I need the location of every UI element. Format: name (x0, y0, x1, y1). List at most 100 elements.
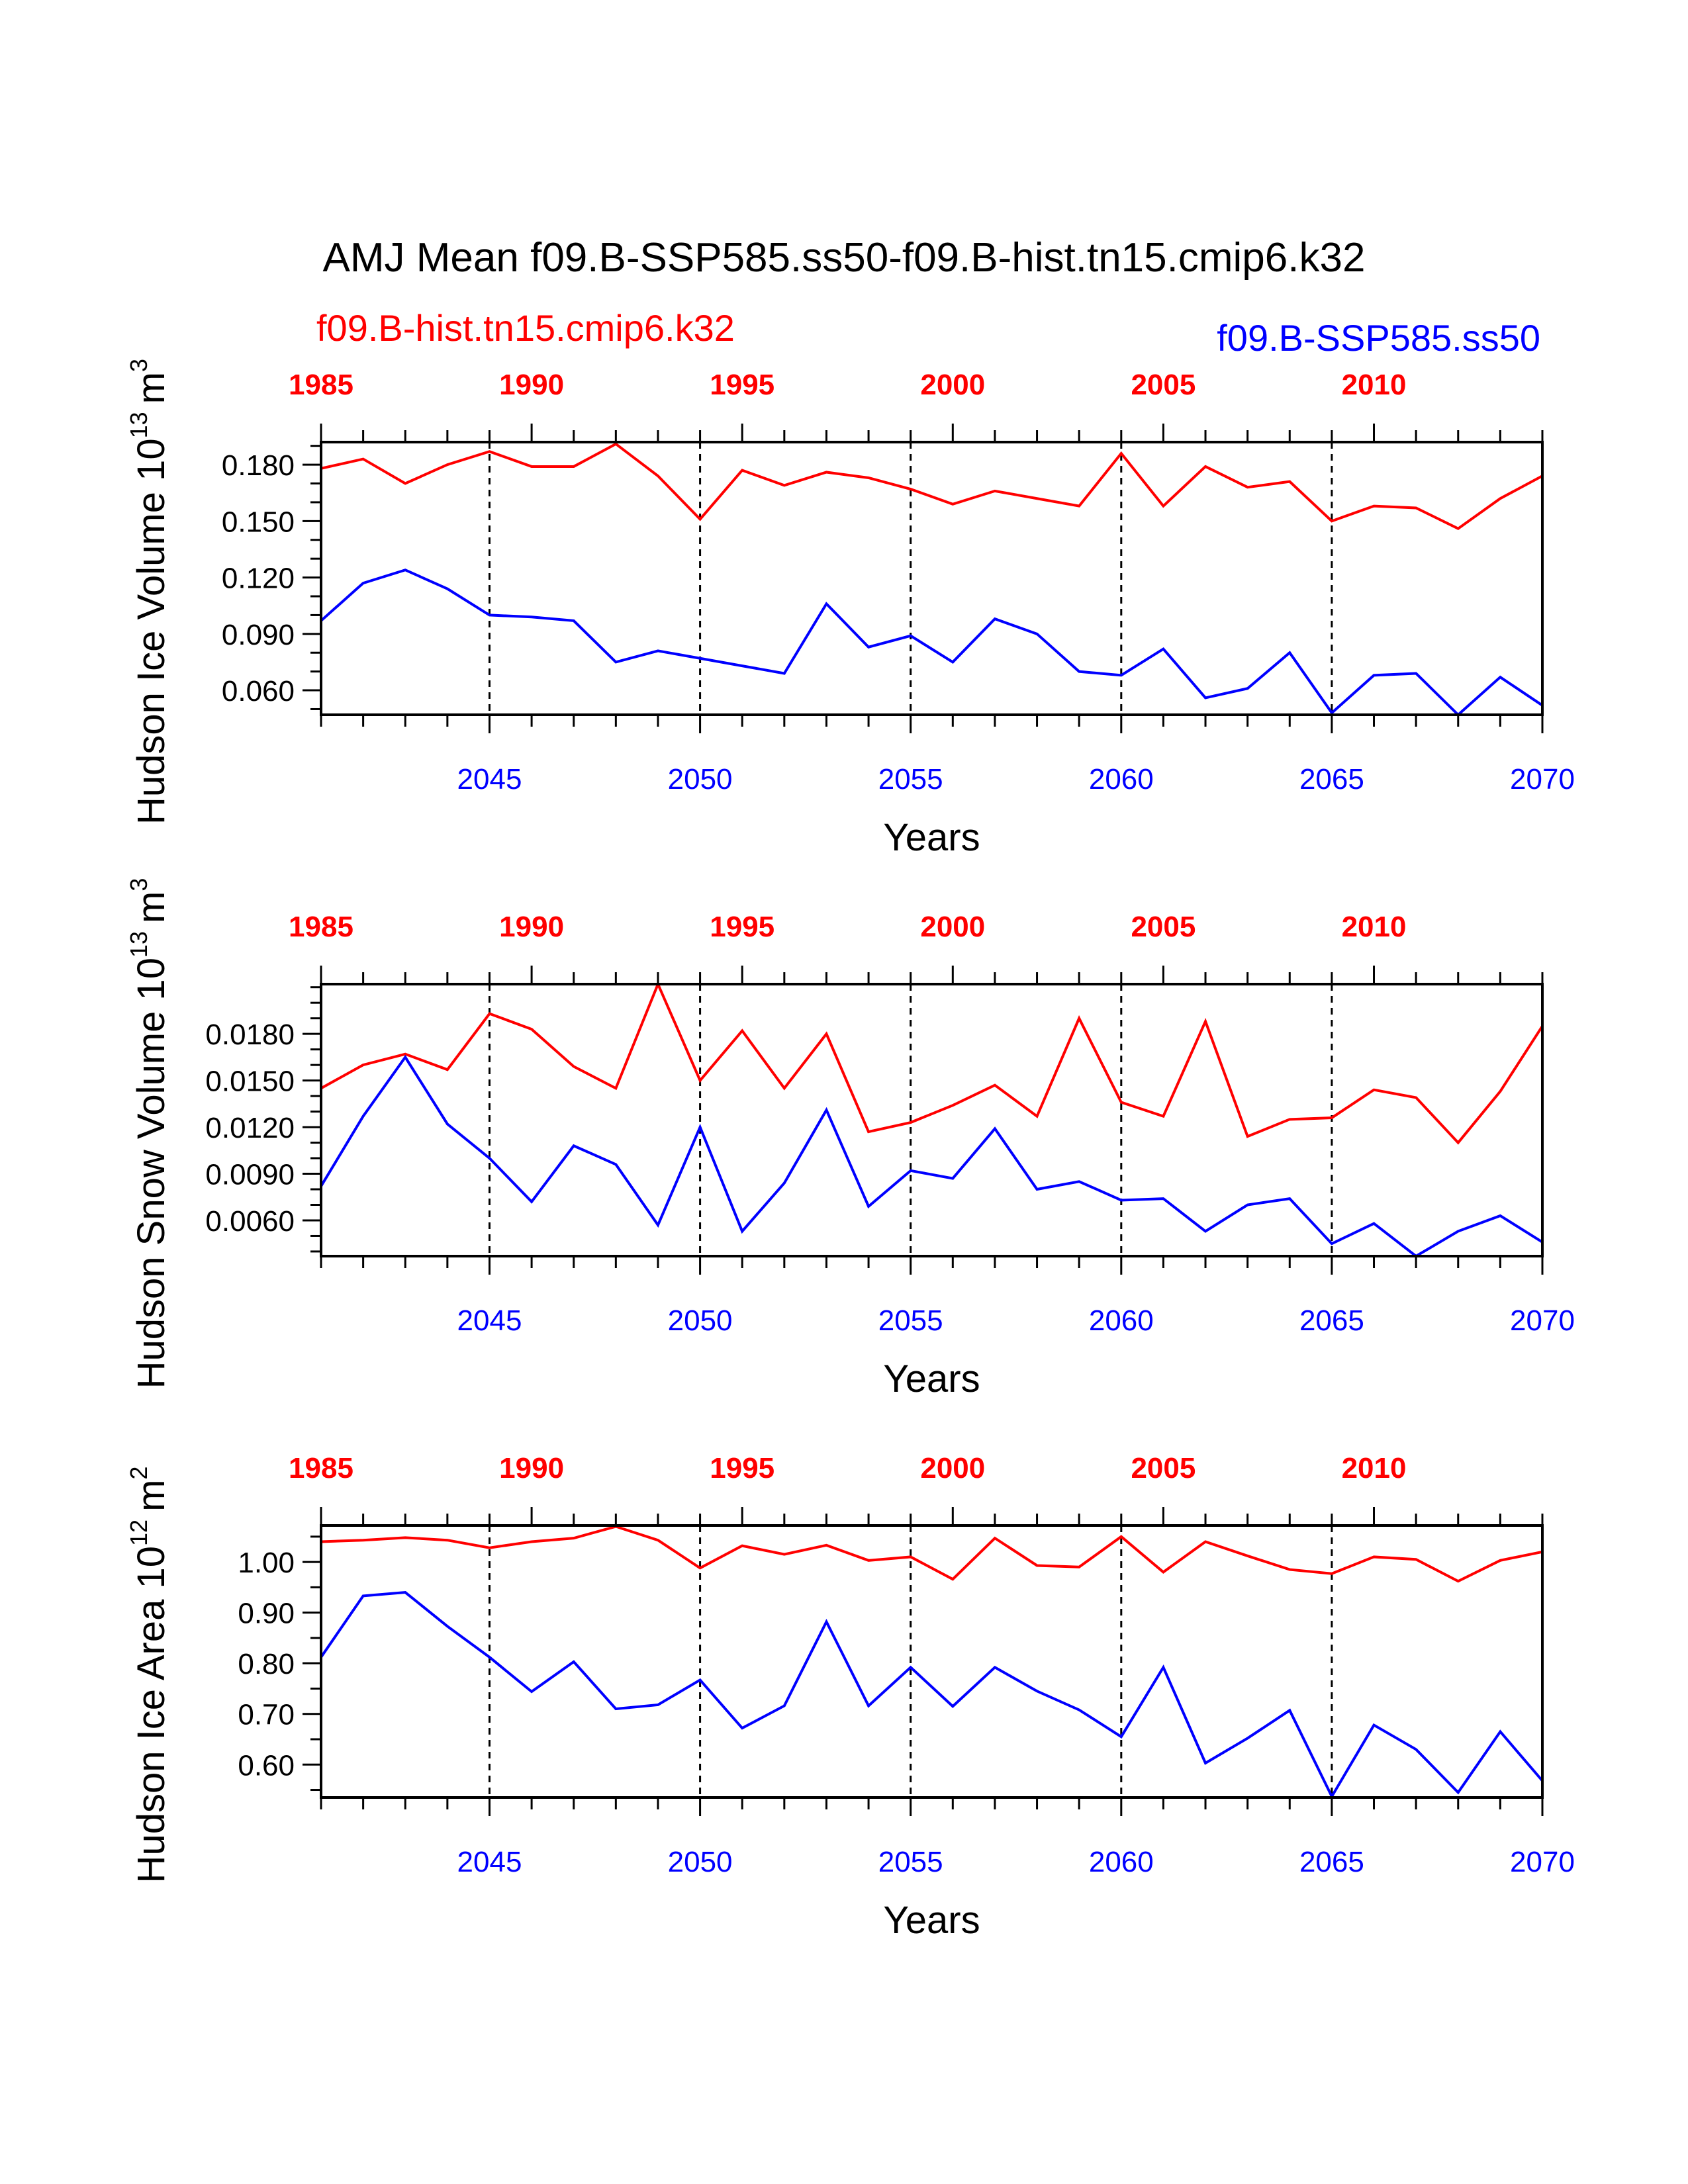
data-point (1415, 1097, 1417, 1098)
legend-hist-label: f09.B-hist.tn15.cmip6.k32 (316, 307, 735, 349)
x-tick-label-top: 1990 (499, 1452, 564, 1484)
y-tick-label: 0.0120 (205, 1112, 295, 1144)
data-point (1499, 1731, 1501, 1733)
data-point (489, 1013, 490, 1015)
x-tick-label-bottom: 2050 (668, 1304, 733, 1337)
data-point (1289, 481, 1290, 482)
data-point (573, 620, 575, 621)
y-tick-label: 0.90 (238, 1598, 295, 1630)
y-axis-title: Hudson Snow Volume 1013 m3 (125, 878, 173, 1389)
data-point (1078, 671, 1080, 672)
y-axis-title-unit: m (130, 1480, 173, 1512)
x-tick-label-top: 1985 (289, 911, 353, 943)
chart-title: AMJ Mean f09.B-SSP585.ss50-f09.B-hist.tn… (323, 235, 1366, 281)
legend-ssp-label: f09.B-SSP585.ss50 (1217, 317, 1540, 359)
series-hist (320, 1525, 1543, 1583)
data-point (1247, 1555, 1248, 1557)
x-tick-label-top: 1985 (289, 1452, 353, 1484)
x-axis-title: Years (883, 1899, 980, 1942)
x-tick-label-top: 1995 (710, 369, 774, 401)
data-point (1247, 688, 1248, 689)
series-line-ssp (320, 1054, 1544, 1258)
data-point (741, 1030, 743, 1031)
y-axis-title-exp: 12 (125, 1520, 152, 1546)
data-point (741, 1727, 743, 1729)
series-line-hist (320, 1525, 1543, 1583)
x-tick-label-bottom: 2065 (1299, 1304, 1364, 1337)
data-point (573, 1661, 575, 1662)
data-point (573, 1066, 575, 1067)
data-point (910, 1122, 912, 1123)
x-tick-label-top: 2000 (920, 911, 985, 943)
y-axis-title-exp: 13 (125, 412, 152, 438)
chart-panels: 2045 2050 2055 2060 2065 2070 1985 1990 1995 2000… (125, 359, 1575, 1942)
data-point (1247, 1136, 1248, 1137)
data-point (404, 1592, 406, 1593)
data-point (404, 1056, 406, 1058)
x-tick-label-top: 2000 (920, 1452, 985, 1484)
y-tick-label: 0.150 (222, 506, 295, 538)
series-ssp (320, 1590, 1544, 1799)
y-tick-label: 0.0090 (205, 1159, 295, 1191)
data-point (1205, 466, 1206, 467)
data-point (994, 490, 996, 492)
y-axis-title-pow: 3 (125, 359, 152, 372)
data-point (1331, 520, 1333, 522)
y-tick-label: 0.180 (222, 449, 295, 482)
data-point (825, 1621, 827, 1622)
data-point (1289, 1709, 1290, 1711)
panel-1: 2045 2050 2055 2060 2065 2070 1985 1990 1995 2000… (125, 359, 1575, 859)
data-point (910, 635, 912, 637)
series-line-ssp (320, 1590, 1544, 1799)
x-tick-label-top: 2005 (1131, 1452, 1196, 1484)
x-tick-label-bottom: 2070 (1510, 763, 1575, 796)
data-point (1415, 672, 1417, 674)
data-point (1205, 1762, 1206, 1764)
series-ssp (320, 569, 1544, 717)
y-tick-label: 0.80 (238, 1648, 295, 1680)
data-point (1289, 1569, 1290, 1570)
y-axis-title-pow: 2 (125, 1467, 152, 1480)
plot-frame (320, 1524, 1544, 1799)
data-point (825, 471, 827, 473)
data-point (1078, 1709, 1080, 1711)
data-point (1078, 1018, 1080, 1019)
x-tick-label-bottom: 2055 (878, 1846, 943, 1878)
x-tick-label-bottom: 2050 (668, 763, 733, 796)
data-point (741, 470, 743, 471)
y-axis-title-text: Hudson Ice Volume 10 (130, 438, 173, 825)
data-point (657, 475, 659, 477)
x-tick-label-top: 1995 (710, 911, 774, 943)
data-point (404, 483, 406, 484)
data-point (868, 1560, 869, 1561)
x-axis-title: Years (883, 1357, 980, 1400)
x-tick-label-bottom: 2050 (668, 1846, 733, 1878)
series-hist (320, 980, 1544, 1145)
y-tick-label: 1.00 (238, 1547, 295, 1579)
data-point (910, 1170, 912, 1171)
x-tick-label-bottom: 2060 (1089, 1846, 1154, 1878)
y-axis-title-pow: 3 (125, 878, 152, 891)
data-point (910, 488, 912, 490)
y-tick-label: 0.090 (222, 619, 295, 651)
y-tick-label: 0.0060 (205, 1205, 295, 1238)
x-tick-label-top: 1985 (289, 369, 353, 401)
series-line-hist (320, 442, 1543, 531)
data-point (489, 1158, 490, 1159)
y-axis-title: Hudson Ice Volume 1013 m3 (125, 359, 173, 825)
x-tick-label-bottom: 2045 (457, 1846, 522, 1878)
y-axis-title: Hudson Ice Area 1012 m2 (125, 1467, 173, 1884)
plot-frame (320, 983, 1544, 1257)
data-point (1499, 1560, 1501, 1561)
x-tick-label-top: 1990 (499, 369, 564, 401)
data-point (657, 1704, 659, 1706)
panel-3: 2045 2050 2055 2060 2065 2070 1985 1990 1995 2000… (125, 1452, 1575, 1942)
y-tick-label: 0.120 (222, 563, 295, 595)
data-point (994, 1537, 996, 1539)
data-point (868, 477, 869, 478)
x-tick-label-bottom: 2065 (1299, 763, 1364, 796)
x-tick-label-top: 1995 (710, 1452, 774, 1484)
x-tick-label-top: 2005 (1131, 369, 1196, 401)
panel-2: 2045 2050 2055 2060 2065 2070 1985 1990 1995 2000… (125, 878, 1575, 1400)
